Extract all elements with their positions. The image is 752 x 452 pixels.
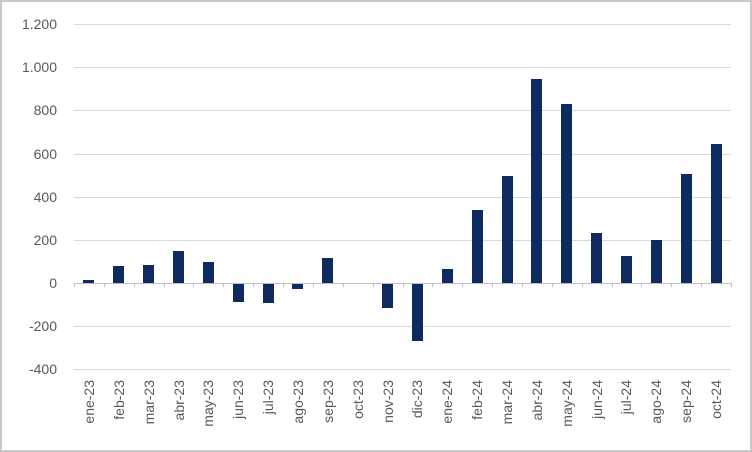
axis-tick <box>373 283 374 287</box>
x-axis-category-label: nov-23 <box>380 380 396 423</box>
x-axis-category-label: feb-23 <box>111 380 127 420</box>
bar-feb-23 <box>113 266 124 283</box>
y-axis-tick-label: -400 <box>28 361 57 377</box>
gridline <box>74 240 731 241</box>
axis-tick <box>223 283 224 287</box>
axis-tick <box>462 283 463 287</box>
bar-ene-23 <box>83 280 94 283</box>
axis-tick <box>104 283 105 287</box>
gridline <box>74 197 731 198</box>
gridline <box>74 67 731 68</box>
axis-tick <box>164 283 165 287</box>
gridline <box>74 326 731 327</box>
axis-tick <box>671 283 672 287</box>
x-axis-category-label: oct-23 <box>350 380 366 419</box>
axis-tick <box>253 283 254 287</box>
x-axis-line <box>74 283 731 284</box>
y-axis-tick-label: -200 <box>28 318 57 334</box>
axis-tick <box>343 283 344 287</box>
gridline <box>74 369 731 370</box>
bar-ene-24 <box>442 269 453 283</box>
axis-tick <box>492 283 493 287</box>
bar-may-23 <box>203 262 214 283</box>
axis-tick <box>432 283 433 287</box>
y-axis-tick-label: 1.000 <box>21 59 57 75</box>
axis-tick <box>403 283 404 287</box>
y-axis-tick-label: 0 <box>49 275 57 291</box>
bar-oct-24 <box>711 144 722 283</box>
x-axis-category-label: dic-23 <box>409 380 425 419</box>
x-axis-category-label: ene-24 <box>439 380 455 424</box>
bar-feb-24 <box>472 210 483 283</box>
bar-abr-24 <box>531 79 542 283</box>
bar-ago-23 <box>292 284 303 289</box>
bar-sep-23 <box>322 258 333 283</box>
bar-jun-23 <box>233 284 244 302</box>
y-axis-tick-label: 600 <box>33 146 57 162</box>
bar-may-24 <box>561 104 572 283</box>
x-axis-category-label: jun-24 <box>589 380 605 419</box>
x-axis-category-label: ago-24 <box>648 380 664 424</box>
y-axis-tick-label: 800 <box>33 102 57 118</box>
x-axis-category-label: jul-23 <box>260 380 276 415</box>
bar-mar-24 <box>502 176 513 283</box>
bar-jul-23 <box>263 284 274 303</box>
x-axis-category-label: jun-23 <box>230 380 246 419</box>
x-axis-category-label: ago-23 <box>290 380 306 424</box>
x-axis-category-label: mar-24 <box>499 380 515 425</box>
y-axis-tick-label: 400 <box>33 189 57 205</box>
bar-jul-24 <box>621 256 632 283</box>
bar-nov-23 <box>382 284 393 308</box>
x-axis-category-label: feb-24 <box>469 380 485 420</box>
axis-tick <box>582 283 583 287</box>
axis-tick <box>134 283 135 287</box>
bar-abr-23 <box>173 251 184 283</box>
x-axis-category-label: sep-24 <box>678 380 694 423</box>
axis-tick <box>612 283 613 287</box>
axis-tick <box>313 283 314 287</box>
bar-jun-24 <box>591 233 602 283</box>
x-axis-category-label: may-24 <box>559 380 575 427</box>
axis-tick <box>552 283 553 287</box>
axis-tick <box>74 283 75 287</box>
bar-mar-23 <box>143 265 154 283</box>
axis-tick <box>701 283 702 287</box>
axis-tick <box>731 283 732 287</box>
y-axis-tick-label: 1.200 <box>21 16 57 32</box>
x-axis-category-label: oct-24 <box>708 380 724 419</box>
gridline <box>74 154 731 155</box>
axis-tick <box>641 283 642 287</box>
x-axis-category-label: may-23 <box>200 380 216 427</box>
x-axis-category-label: jul-24 <box>618 380 634 415</box>
x-axis-category-label: abr-24 <box>529 380 545 421</box>
bar-sep-24 <box>681 174 692 283</box>
axis-tick <box>283 283 284 287</box>
bar-dic-23 <box>412 284 423 341</box>
bar-ago-24 <box>651 240 662 283</box>
x-axis-category-label: abr-23 <box>171 380 187 421</box>
gridline <box>74 110 731 111</box>
axis-tick <box>522 283 523 287</box>
gridline <box>74 24 731 25</box>
x-axis-category-label: sep-23 <box>320 380 336 423</box>
y-axis-tick-label: 200 <box>33 232 57 248</box>
axis-tick <box>193 283 194 287</box>
x-axis-category-label: mar-23 <box>141 380 157 425</box>
x-axis-category-label: ene-23 <box>81 380 97 424</box>
